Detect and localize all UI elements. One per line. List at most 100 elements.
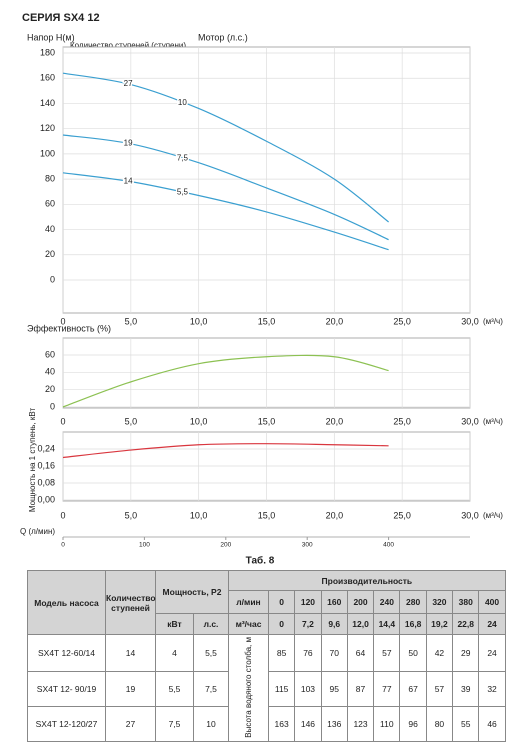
y-tick-label: 160: [40, 73, 55, 83]
annotation: Мотор (л.с.): [198, 32, 248, 42]
x-tick-label: 10,0: [190, 416, 208, 426]
x-tick-label: 0: [60, 510, 65, 520]
curve-label: 19: [124, 139, 133, 148]
x-tick-label: 15,0: [258, 510, 276, 520]
table-cell: 115: [267, 671, 296, 707]
header-cell: м³/час: [228, 613, 269, 635]
header-cell: л.с.: [193, 613, 229, 635]
table-cell: 10: [193, 706, 229, 742]
x-tick-label: 10,0: [190, 510, 208, 520]
curve-label: 14: [124, 176, 133, 185]
x-tick-label: 25,0: [393, 416, 411, 426]
table-cell: 123: [346, 706, 375, 742]
x-axis-unit: (м³/ч): [483, 417, 503, 426]
y-tick-label: 20: [45, 249, 55, 259]
table-cell: 67: [399, 671, 427, 707]
table-cell: 5,5: [193, 634, 229, 672]
x2-label: Q (л/мин): [20, 527, 55, 536]
header-cell: Количество ступеней: [105, 570, 156, 635]
x2-tick-label: 0: [61, 542, 65, 549]
table-cell: 42: [425, 634, 454, 672]
x-tick-label: 20,0: [326, 510, 344, 520]
table-cell: 50: [399, 634, 427, 672]
header-cell: 280: [399, 590, 427, 614]
table-cell: 85: [267, 634, 296, 672]
header-cell: 0: [267, 590, 296, 614]
header-cell: 320: [425, 590, 454, 614]
header-cell: 160: [320, 590, 348, 614]
table-cell: 39: [452, 671, 480, 707]
table-cell: 24: [478, 634, 506, 672]
y-tick-label: 140: [40, 98, 55, 108]
y-tick-label: 60: [45, 199, 55, 209]
y-label: Эффективность (%): [27, 323, 111, 333]
table-cell: 29: [452, 634, 480, 672]
table: Модель насоса Количество ступеней Мощность…: [27, 570, 506, 742]
table-cell: 136: [320, 706, 348, 742]
header-cell: 120: [294, 590, 322, 614]
header-cell: 22,8: [452, 613, 480, 635]
curve-label: 27: [124, 79, 133, 88]
y-tick-label: 100: [40, 148, 55, 158]
y-tick-label: 0,00: [37, 494, 55, 504]
x-tick-label: 5,0: [125, 510, 138, 520]
table-cell: 103: [294, 671, 322, 707]
page-title: СЕРИЯ SX4 12: [22, 12, 100, 24]
annotation: Количество ступеней (ступени): [70, 41, 186, 50]
header-cell: 14,4: [373, 613, 401, 635]
curve: [62, 172, 389, 251]
header-cell: 19,2: [425, 613, 454, 635]
x-tick-label: 20,0: [326, 416, 344, 426]
header-cell: Производительность: [228, 570, 506, 591]
header-cell: 24: [478, 613, 506, 635]
x-tick-label: 15,0: [258, 416, 276, 426]
table-cell: 57: [373, 634, 401, 672]
table-cell: 80: [425, 706, 454, 742]
x2-tick-label: 400: [383, 542, 394, 549]
header-cell: л/мин: [228, 590, 269, 614]
x-tick-label: 30,0: [461, 416, 479, 426]
header-cell: 9,6: [320, 613, 348, 635]
y-tick-label: 60: [45, 349, 55, 359]
x-tick-label: 5,0: [125, 316, 138, 326]
y-tick-label: 40: [45, 224, 55, 234]
y-tick-label: 40: [45, 367, 55, 377]
table-cell: SX4T 12-120/27: [27, 706, 106, 742]
x-tick-label: 25,0: [393, 316, 411, 326]
x-tick-label: 0: [60, 316, 65, 326]
table-cell: 64: [346, 634, 375, 672]
table-cell: 55: [452, 706, 480, 742]
y-tick-label: 0,24: [37, 443, 55, 453]
y-tick-label: 0,16: [37, 460, 55, 470]
table-cell: 87: [346, 671, 375, 707]
table-cell: 5,5: [155, 671, 194, 707]
table-cell: 7,5: [193, 671, 229, 707]
table-cell: 4: [155, 634, 194, 672]
y-label: Напор H(м): [27, 32, 75, 42]
x-tick-label: 0: [60, 416, 65, 426]
table-cell: 70: [320, 634, 348, 672]
table-cell: 95: [320, 671, 348, 707]
table-cell: 7,5: [155, 706, 194, 742]
table-cell: 32: [478, 671, 506, 707]
table-row: л/мин 0 120 160 200 240 280 320 380 400: [28, 590, 506, 614]
table-cell: 76: [294, 634, 322, 672]
x-tick-label: 5,0: [125, 416, 138, 426]
header-cell: 0: [267, 613, 296, 635]
header-cell: Мощность, P2: [155, 570, 229, 614]
curve-label: 5,5: [177, 187, 189, 196]
header-cell: 380: [452, 590, 480, 614]
x-tick-label: 20,0: [326, 316, 344, 326]
header-cell: Высота водяного столба, м: [228, 634, 269, 742]
table-cell: 77: [373, 671, 401, 707]
x-axis-unit: (м³/ч): [483, 317, 503, 326]
table-cell: 27: [105, 706, 156, 742]
y-tick-label: 180: [40, 47, 55, 57]
header-cell: 7,2: [294, 613, 322, 635]
table-cell: SX4T 12- 90/19: [27, 671, 106, 707]
curve: [62, 354, 389, 408]
y-tick-label: 0,08: [37, 477, 55, 487]
y-tick-label: 20: [45, 384, 55, 394]
x-tick-label: 25,0: [393, 510, 411, 520]
